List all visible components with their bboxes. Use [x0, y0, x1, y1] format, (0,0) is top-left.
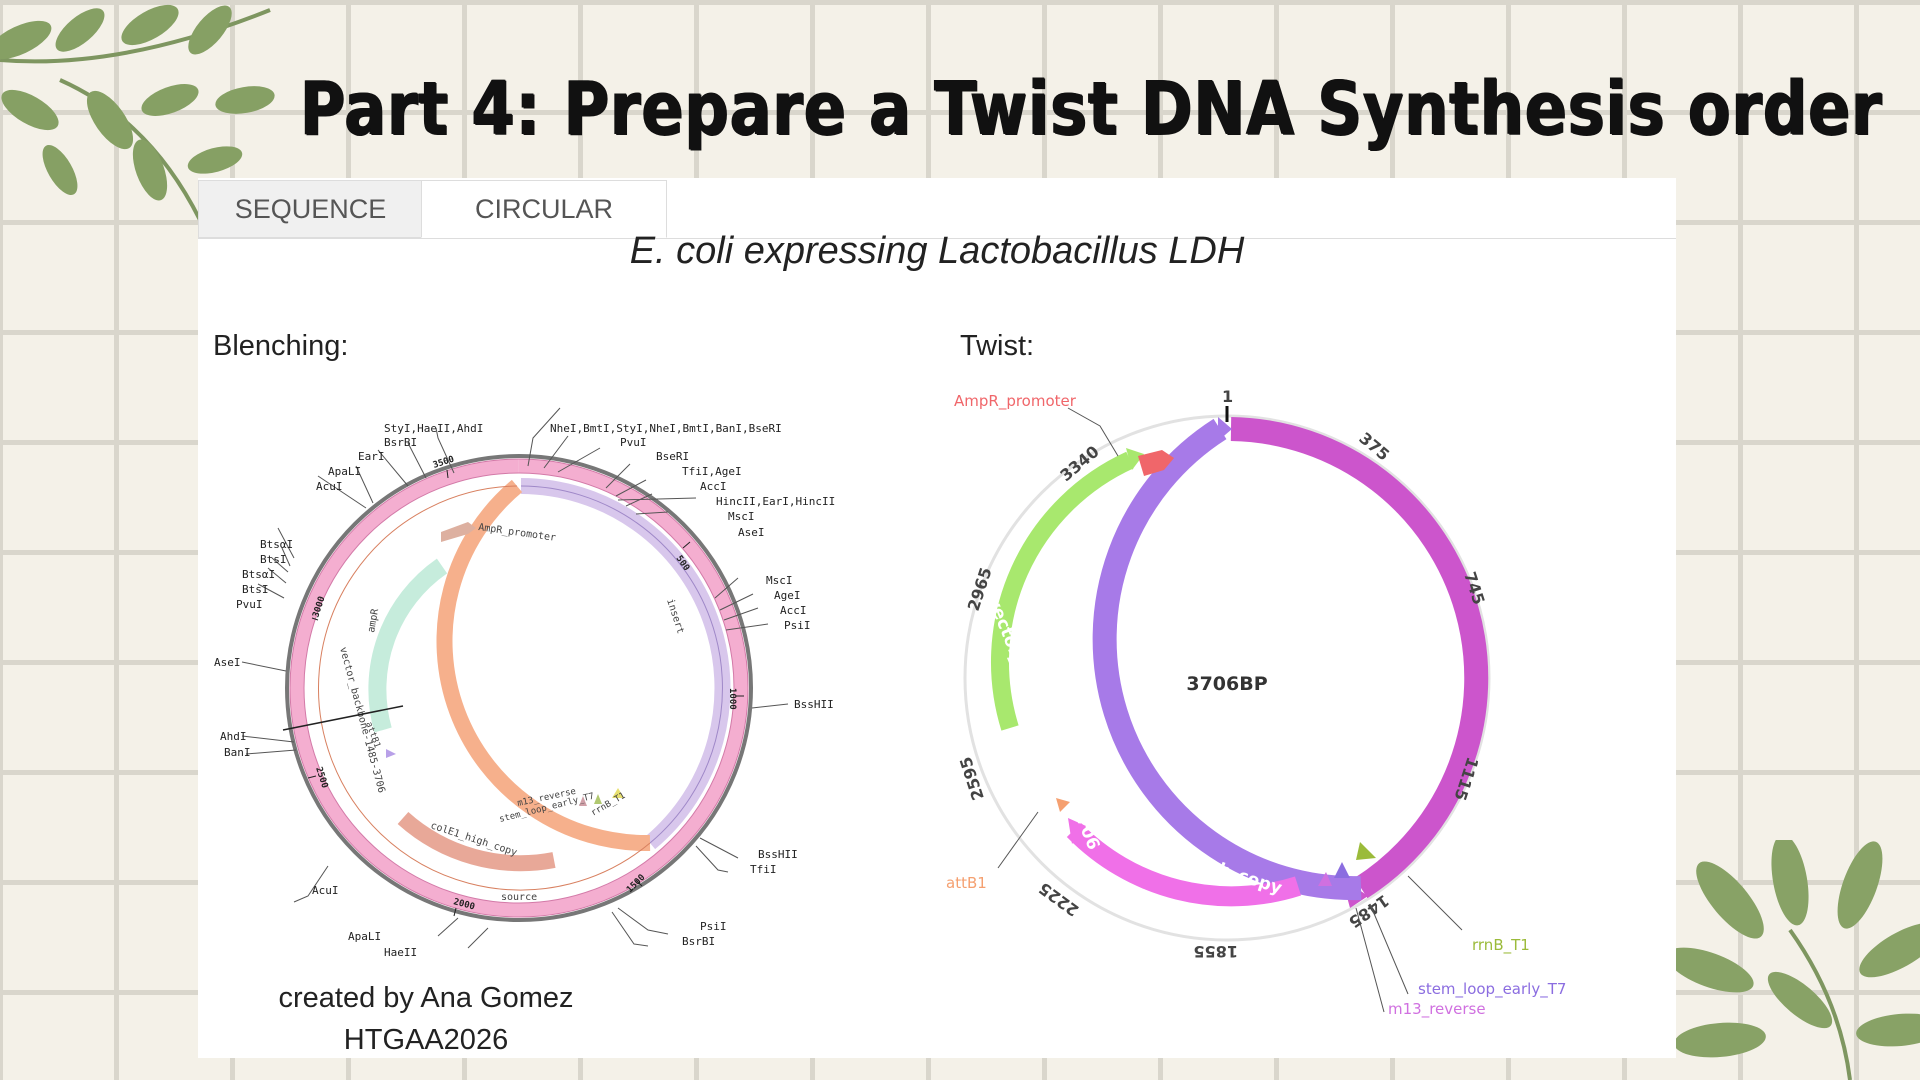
twist-feature-label-ampR: ampR — [1028, 583, 1062, 638]
site-label: TfiI — [750, 863, 777, 876]
site-label: AgeI — [774, 589, 801, 602]
blenching-label: Blenching: — [213, 330, 349, 362]
twist-plasmid-map: insert ampR vector_backbone-1485-3706 co… — [946, 387, 1566, 1019]
feature-label-source: source — [501, 892, 537, 903]
twist-attB1-marker — [1056, 798, 1070, 812]
feature-ampR — [368, 558, 448, 733]
site-label: StyI,HaeII,AhdI — [384, 422, 483, 435]
feature-label-rrnB: rrnB_T1 — [590, 791, 628, 819]
site-label: PsiI — [700, 920, 727, 933]
twist-feature-backbone — [1092, 418, 1362, 901]
twist-stem-marker — [1334, 862, 1350, 878]
rrnB-marker — [612, 788, 624, 798]
twist-label: Twist: — [960, 330, 1035, 362]
site-label: BtsI — [260, 553, 287, 566]
tick-label: 1000 — [727, 688, 737, 710]
feature-source — [289, 459, 748, 917]
site-label: NheI,BmtI,StyI,NheI,BmtI,BanI,BseRI — [550, 422, 782, 435]
site-label: BtsαI — [242, 568, 275, 581]
site-label: MscI — [766, 574, 793, 587]
page-title: Part 4: Prepare a Twist DNA Synthesis or… — [300, 66, 1883, 152]
site-label: PsiI — [784, 619, 811, 632]
feature-label-promoter: AmpR_promoter — [478, 522, 557, 544]
site-label: BseRI — [656, 450, 689, 463]
site-label: BanI — [224, 746, 251, 759]
twist-label-m13: m13_reverse — [1388, 1000, 1486, 1019]
plasmid-size: 3706BP — [1186, 673, 1267, 695]
plasmid-subtitle: E. coli expressing Lactobacillus LDH — [629, 230, 1245, 272]
site-label: HaeII — [384, 946, 417, 959]
site-label: AseI — [214, 656, 241, 669]
site-label: BtsI — [242, 583, 269, 596]
tick-label: 2225 — [1035, 879, 1082, 921]
site-label: AccI — [780, 604, 807, 617]
site-label: TfiI,AgeI — [682, 465, 742, 478]
feature-promoter — [441, 522, 476, 542]
site-label: AhdI — [220, 730, 247, 743]
twist-feature-promoter — [1138, 450, 1174, 476]
feature-label-ampR: ampR — [366, 607, 381, 634]
twist-feature-ampR — [991, 451, 1134, 731]
tick-label: 1855 — [1193, 942, 1238, 961]
site-label: AcuI — [316, 480, 343, 493]
site-label: ApaLI — [328, 465, 361, 478]
stem-marker — [594, 794, 602, 804]
site-label: BssHII — [758, 848, 798, 861]
site-label: AccI — [700, 480, 727, 493]
site-label: EarI — [358, 450, 385, 463]
credit-course: HTGAA2026 — [343, 1024, 509, 1056]
twist-label-stem: stem_loop_early_T7 — [1418, 980, 1566, 999]
feature-backbone — [436, 479, 651, 852]
site-label: HincII,EarI,HincII — [716, 495, 835, 508]
credit-author: created by Ana Gomez — [278, 982, 574, 1014]
plasmid-viewer-panel: SEQUENCE CIRCULAR E. coli expressing Lac… — [198, 178, 1676, 1058]
tab-circular[interactable]: CIRCULAR — [421, 180, 667, 238]
tick-label: 1 — [1222, 387, 1233, 406]
attB1-marker — [386, 749, 396, 758]
m13-marker — [579, 796, 587, 806]
site-label: BssHII — [794, 698, 834, 711]
blenching-plasmid-map: AmpR_promoter ampR insert vector_backbon… — [214, 407, 835, 959]
site-label: PvuI — [620, 436, 647, 449]
backbone-ring — [285, 454, 753, 922]
twist-feature-insert — [1230, 417, 1489, 899]
site-label: BsrBI — [384, 436, 417, 449]
twist-label-attB1: attB1 — [946, 874, 987, 892]
tab-sequence[interactable]: SEQUENCE — [198, 180, 423, 238]
twist-label-rrnB: rrnB_T1 — [1472, 936, 1530, 955]
twist-label-promoter: AmpR_promoter — [954, 392, 1077, 411]
site-label: MscI — [728, 510, 755, 523]
twist-feature-colE1 — [1066, 822, 1302, 907]
site-label: PvuI — [236, 598, 263, 611]
site-label: BtsαI — [260, 538, 293, 551]
site-label: BsrBI — [682, 935, 715, 948]
site-label: ApaLI — [348, 930, 381, 943]
leaf-decoration-top-left — [0, 4, 275, 221]
twist-m13-marker — [1318, 872, 1332, 886]
twist-rrnB-marker — [1356, 842, 1376, 860]
feature-colE1 — [397, 811, 556, 872]
feature-label-insert: insert — [664, 598, 686, 636]
leaf-decoration-bottom-right — [1666, 840, 1920, 1080]
site-label: AseI — [738, 526, 765, 539]
tick-label: 2595 — [956, 754, 988, 802]
site-label: AcuI — [312, 884, 339, 897]
tab-bar: SEQUENCE CIRCULAR — [198, 180, 1676, 239]
